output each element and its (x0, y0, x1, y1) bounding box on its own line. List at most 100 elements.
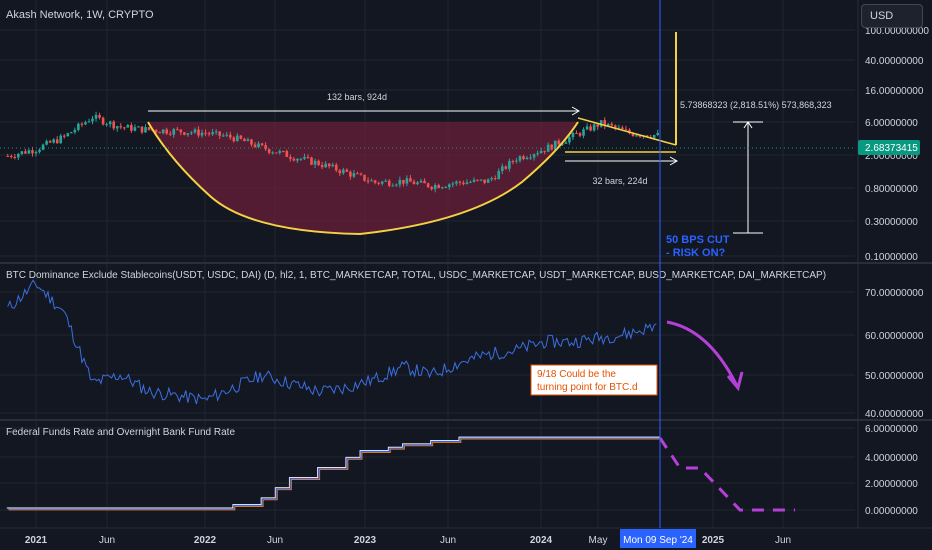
fed-axis-label: 0.00000000 (865, 506, 918, 517)
candle-body (34, 151, 38, 154)
candle-body (656, 133, 660, 135)
candle-body (41, 144, 45, 150)
candle-body (211, 132, 214, 135)
candle-body (271, 152, 274, 154)
candle-body (137, 126, 140, 128)
candle-body (9, 155, 13, 157)
fed-axis-label: 4.00000000 (865, 453, 918, 464)
candle-body (373, 180, 377, 183)
candle-body (596, 124, 599, 127)
candle-body (500, 166, 504, 171)
candle-body (62, 135, 66, 137)
candle-body (387, 180, 391, 186)
candle-body (197, 129, 200, 136)
candle-body (130, 124, 133, 131)
candle-body (409, 178, 412, 182)
candle-body (200, 132, 204, 136)
candle-body (158, 132, 161, 134)
candle-body (140, 126, 144, 133)
candle-body (221, 135, 225, 137)
candle-body (564, 142, 568, 144)
candle-body (193, 129, 197, 133)
candle-body (603, 120, 607, 126)
candle-body (571, 132, 575, 138)
candle-body (599, 120, 603, 127)
candle-body (38, 149, 41, 152)
candle-body (395, 184, 398, 186)
candle-body (243, 138, 246, 142)
current-price-label: 2.68373415 (865, 143, 918, 154)
candle-body (342, 169, 345, 174)
candle-body (585, 126, 589, 130)
btc-axis-label: 60.00000000 (865, 331, 924, 342)
current-price-badge (858, 140, 920, 155)
candle-body (190, 132, 193, 134)
candle-body (416, 182, 419, 185)
candle-body (214, 131, 218, 133)
risk-on-annotation: - RISK ON? (666, 247, 726, 259)
candle-body (529, 157, 532, 159)
currency-button[interactable]: USD (861, 4, 923, 28)
time-axis-label: Jun (267, 535, 283, 546)
candle-body (592, 124, 596, 131)
candle-body (334, 164, 338, 171)
candle-body (426, 183, 430, 188)
candle-body (278, 151, 282, 153)
candle-body (412, 181, 416, 185)
price-axis-label: 0.80000000 (865, 184, 918, 195)
candle-body (652, 134, 656, 138)
candle-body (490, 178, 493, 180)
candle-body (324, 163, 327, 168)
candle-body (115, 126, 119, 129)
candle-body (472, 179, 476, 182)
cup-curve (147, 121, 579, 236)
time-axis-label: 2022 (194, 535, 217, 546)
candle-body (98, 114, 101, 118)
candle-body (352, 173, 356, 177)
candle-body (606, 123, 610, 126)
rate-cut-annotation: 50 BPS CUT (666, 234, 730, 246)
candle-body (161, 129, 165, 134)
candle-body (349, 171, 352, 177)
candle-body (423, 180, 426, 184)
candle-body (108, 121, 112, 125)
candle-body (13, 156, 17, 158)
candle-body (6, 155, 10, 157)
candle-body (126, 124, 130, 128)
candle-body (550, 144, 554, 150)
candle-body (52, 139, 55, 143)
candle-body (84, 122, 87, 125)
btc-note-line-1: 9/18 Could be the (537, 369, 616, 380)
candle-body (310, 157, 313, 165)
candle-body (356, 173, 359, 175)
candle-body (522, 156, 525, 160)
candle-body (91, 118, 94, 122)
btc-axis-label: 70.00000000 (865, 288, 924, 299)
candle-body (582, 129, 585, 136)
candle-body (292, 158, 296, 161)
measure-label: 5.73868323 (2,818.51%) 573,868,323 (680, 100, 832, 110)
price-axis-label: 0.10000000 (865, 252, 918, 263)
candle-body (451, 183, 455, 185)
candle-body (73, 129, 77, 133)
candle-body (55, 139, 59, 144)
fed-axis-label: 6.00000000 (865, 424, 918, 435)
candle-body (20, 151, 24, 154)
candle-body (186, 133, 190, 135)
fed-rate-line-orange (8, 438, 660, 511)
candle-body (17, 153, 20, 158)
candle-body (405, 178, 409, 184)
candle-body (508, 161, 511, 169)
candle-body (437, 185, 441, 189)
time-axis-label: 2024 (530, 535, 553, 546)
btc-axis-label: 50.00000000 (865, 371, 924, 382)
candle-body (59, 135, 63, 144)
candle-body (338, 170, 342, 174)
candle-body (645, 135, 649, 137)
btc-axis-label: 40.00000000 (865, 409, 924, 420)
time-axis-label: 2025 (702, 535, 725, 546)
candle-body (274, 152, 278, 154)
fed-pane-title: Federal Funds Rate and Overnight Bank Fu… (6, 427, 235, 438)
candle-body (366, 180, 370, 182)
